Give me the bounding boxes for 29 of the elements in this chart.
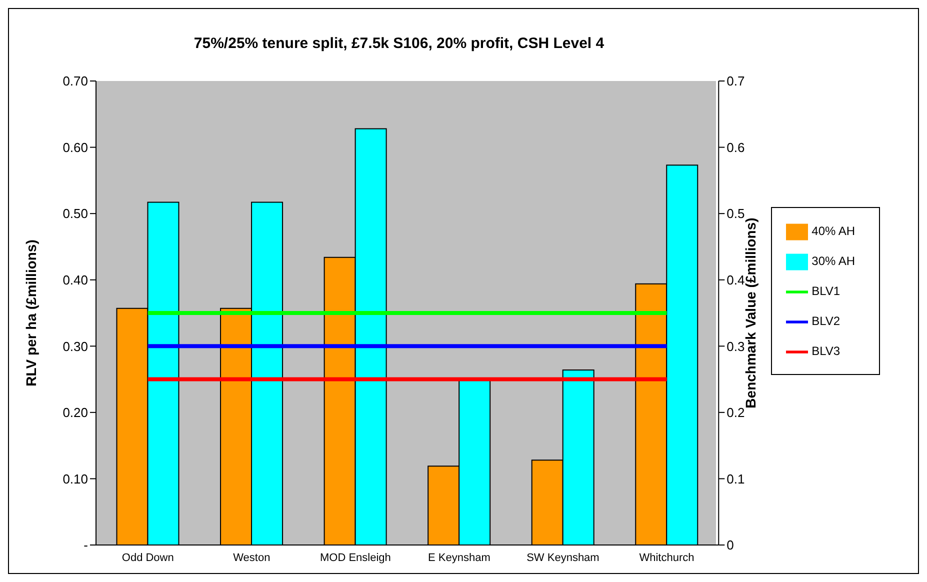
y-tick-label: 0.40 bbox=[62, 272, 88, 288]
y2-tick-label: 0.4 bbox=[726, 272, 745, 288]
y2-tick-label: 0.1 bbox=[726, 471, 745, 486]
legend-label: 30% AH bbox=[812, 254, 855, 268]
x-tick-label: Odd Down bbox=[122, 552, 174, 564]
y-tick-label: 0.50 bbox=[62, 206, 88, 222]
y-axis-title: RLV per ha (£millions) bbox=[22, 240, 39, 386]
x-tick-label: Weston bbox=[233, 552, 270, 564]
legend-label: 40% AH bbox=[812, 224, 855, 238]
x-tick-label: Whitchurch bbox=[639, 552, 694, 564]
x-tick-label: MOD Ensleigh bbox=[320, 552, 391, 564]
y-tick-label: 0.60 bbox=[62, 140, 88, 155]
y2-tick-label: 0.7 bbox=[726, 74, 745, 89]
legend-label: BLV2 bbox=[812, 314, 840, 328]
y2-tick-label: 0.5 bbox=[726, 206, 745, 222]
legend-label: BLV3 bbox=[812, 344, 840, 358]
y-tick-label: - bbox=[84, 538, 88, 553]
legend-label: BLV1 bbox=[812, 284, 840, 298]
y2-tick-label: 0.3 bbox=[726, 338, 745, 354]
y2-tick-label: 0 bbox=[726, 538, 734, 553]
y2-tick-label: 0.2 bbox=[726, 405, 745, 420]
y-tick-label: 0.10 bbox=[62, 471, 88, 486]
chart-title: 75%/25% tenure split, £7.5k S106, 20% profit, CSH Level 4 bbox=[192, 35, 606, 52]
x-tick-label: SW Keynsham bbox=[526, 552, 600, 564]
y-tick-label: 0.30 bbox=[62, 338, 88, 354]
y2-tick-label: 0.6 bbox=[726, 140, 745, 155]
x-tick-label: E Keynsham bbox=[428, 552, 490, 564]
y-tick-label: 0.70 bbox=[62, 74, 88, 89]
y-tick-label: 0.20 bbox=[62, 405, 88, 420]
